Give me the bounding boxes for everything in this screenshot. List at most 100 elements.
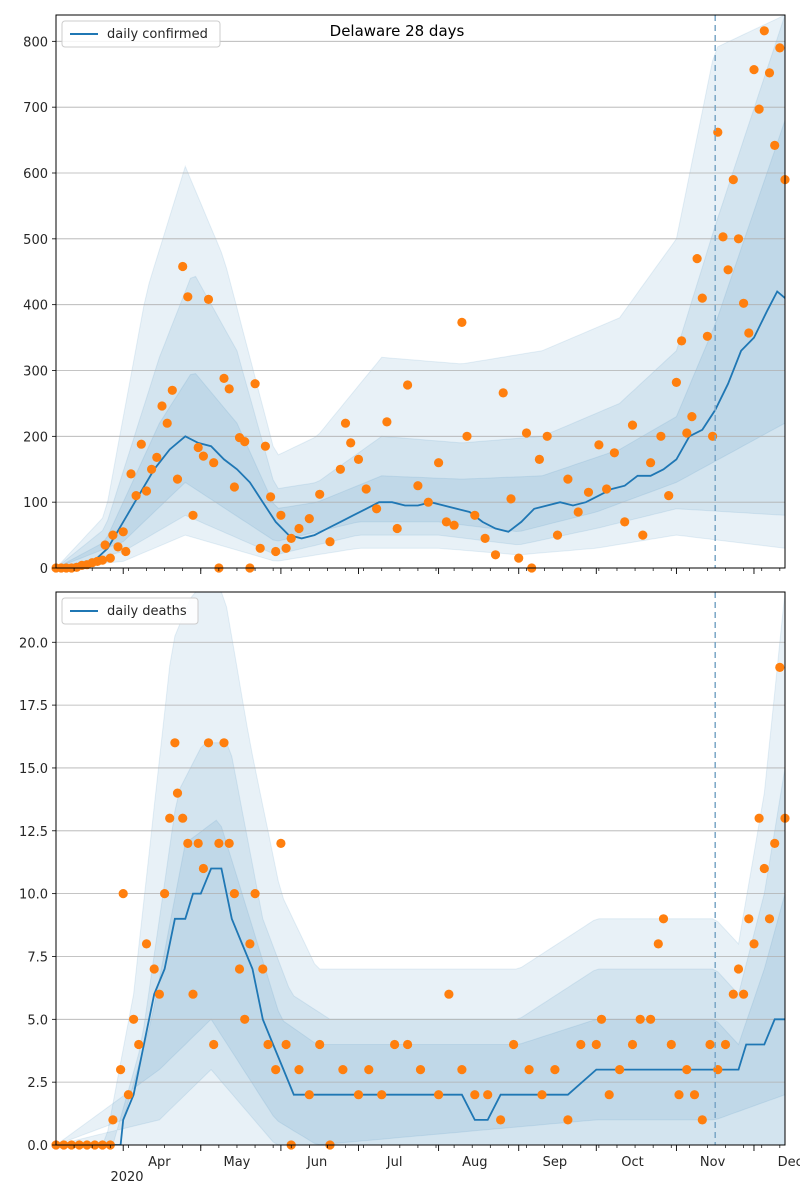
x-tick-label: Oct [621, 1155, 643, 1170]
deaths-data-point [457, 1065, 467, 1075]
deaths-data-point [229, 889, 239, 899]
uncertainty-band-outer [56, 15, 785, 568]
deaths-data-point [537, 1090, 547, 1100]
deaths-data-point [209, 1039, 219, 1050]
confirmed-data-point [260, 441, 270, 451]
deaths-data-point [720, 1039, 731, 1050]
uncertainty-band-middle [56, 15, 785, 568]
y-tick-label: 20.0 [19, 636, 48, 651]
deaths-data-point [444, 989, 454, 999]
legend-confirmed: daily confirmed [61, 20, 221, 48]
confirmed-data-point [203, 294, 214, 304]
confirmed-data-point [340, 418, 351, 428]
deaths-data-point [524, 1065, 534, 1075]
deaths-data-point [754, 813, 764, 823]
deaths-data-point [315, 1039, 325, 1050]
confirmed-data-point [692, 254, 702, 264]
deaths-data-point [276, 838, 286, 849]
confirmed-data-point [697, 293, 707, 303]
deaths-data-point [118, 889, 128, 899]
confirmed-data-point [392, 523, 402, 534]
confirmed-data-point [638, 530, 648, 540]
confirmed-data-point [609, 448, 620, 458]
deaths-series-line [56, 867, 785, 1145]
confirmed-data-point [108, 530, 118, 540]
confirmed-data-point [434, 458, 444, 468]
confirmed-data-point [671, 377, 682, 387]
confirmed-data-point [255, 543, 265, 553]
deaths-data-point [108, 1115, 118, 1125]
deaths-data-point [635, 1014, 645, 1024]
deaths-data-point [250, 889, 260, 899]
deaths-data-point [563, 1115, 573, 1125]
confirmed-data-point [733, 234, 744, 244]
deaths-data-point [749, 939, 759, 949]
y-tick-label: 200 [23, 430, 48, 445]
confirmed-data-point [542, 431, 552, 441]
confirmed-data-point [286, 533, 296, 544]
deaths-data-point [258, 964, 268, 974]
confirmed-data-point [646, 458, 656, 468]
confirmed-data-point [97, 555, 108, 565]
confirmed-data-point [209, 458, 219, 468]
confirmed-data-point [346, 438, 356, 448]
confirmed-data-point [462, 431, 472, 441]
confirmed-data-point [506, 494, 516, 504]
deaths-data-point [183, 838, 193, 849]
confirmed-data-point [775, 43, 785, 53]
y-tick-label: 600 [23, 167, 48, 182]
deaths-data-point [415, 1065, 426, 1075]
y-tick-label: 12.5 [19, 825, 48, 840]
deaths-data-point [281, 1039, 291, 1050]
deaths-data-point [141, 939, 152, 949]
confirmed-data-point [100, 540, 110, 550]
confirmed-data-point [449, 520, 459, 530]
confirmed-data-point [498, 388, 508, 398]
legend-box [61, 20, 221, 48]
confirmed-data-point [723, 265, 733, 275]
deaths-data-point [775, 662, 785, 673]
deaths-data-point [203, 738, 214, 748]
deaths-data-point [627, 1039, 638, 1050]
plot-frame [55, 14, 786, 569]
confirmed-data-point [620, 517, 630, 527]
deaths-data-point [154, 989, 164, 999]
deaths-data-point [219, 738, 229, 748]
figure-title: Delaware 28 days [330, 22, 465, 40]
confirmed-data-point [470, 510, 480, 520]
y-tick-label: 15.0 [19, 762, 48, 777]
confirmed-data-point [162, 418, 172, 428]
confirmed-data-point [552, 530, 563, 540]
deaths-data-point [390, 1039, 400, 1050]
year-label: 2020 [110, 1170, 143, 1185]
y-tick-label: 400 [23, 299, 48, 314]
confirmed-data-point [219, 373, 229, 383]
confirmed-data-point [534, 454, 545, 464]
deaths-data-point [697, 1115, 707, 1125]
confirmed-data-point [718, 232, 728, 242]
deaths-data-point [353, 1090, 364, 1100]
x-tick-label: Apr [148, 1155, 171, 1170]
confirmed-data-point [172, 474, 183, 484]
confirmed-data-point [759, 26, 769, 36]
uncertainty-band-outer [56, 592, 785, 1145]
deaths-data-point [674, 1090, 684, 1100]
confirmed-data-point [325, 537, 335, 547]
confirmed-chart: 0 100 200 300 400 500 600 700 800 daily confirme… [23, 14, 790, 577]
confirmed-data-point [372, 504, 382, 514]
deaths-data-point [550, 1065, 560, 1075]
confirmed-data-point [121, 546, 131, 557]
confirmed-data-point [229, 482, 239, 492]
deaths-data-point [653, 939, 663, 949]
confirmed-data-point [413, 481, 423, 491]
deaths-data-point [294, 1065, 304, 1075]
deaths-data-point [596, 1014, 607, 1024]
uncertainty-band-inner [56, 819, 785, 1145]
deaths-data-point [689, 1090, 700, 1100]
deaths-data-point [116, 1065, 126, 1075]
deaths-data-point [149, 964, 159, 974]
confirmed-data-point [126, 469, 136, 479]
deaths-data-point [234, 964, 245, 974]
deaths-data-point [403, 1039, 413, 1050]
confirmed-data-point [136, 439, 146, 449]
